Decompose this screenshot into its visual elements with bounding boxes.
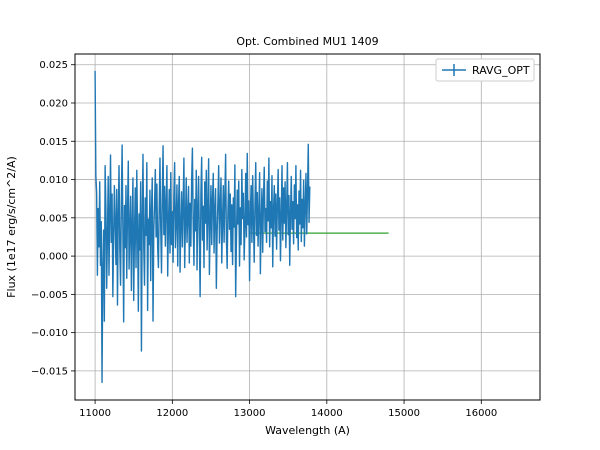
spectrum-line [94,70,311,384]
x-tick-label: 14000 [311,408,343,419]
y-tick-label: 0.005 [39,213,68,224]
y-tick-label: −0.015 [31,366,68,377]
plot-data [94,70,389,384]
y-tick-label: 0.015 [39,137,68,148]
y-tick-label: 0.025 [39,60,68,71]
y-tick-label: 0.000 [39,252,68,263]
x-tick-label: 15000 [388,408,420,419]
x-axis-label: Wavelength (A) [265,424,350,437]
y-tick-label: −0.005 [31,290,68,301]
y-axis-label: Flux (1e17 erg/s/cm^2/A) [5,156,18,298]
x-tick-label: 12000 [156,408,188,419]
axes-frame [74,53,541,401]
x-tick-label: 13000 [234,408,266,419]
legend-box [435,58,535,82]
y-tick-label: 0.010 [39,175,68,186]
x-tick-label: 16000 [465,408,497,419]
legend-label: RAVG_OPT [472,64,530,77]
x-axis: 11000 12000 13000 14000 15000 16000 [79,400,497,419]
y-axis: −0.015 −0.010 −0.005 0.000 0.005 0.010 0.015 0.… [31,60,75,377]
legend: RAVG_OPT [435,58,535,82]
x-tick-label: 11000 [79,408,111,419]
chart-title: Opt. Combined MU1 1409 [236,35,378,48]
y-tick-label: 0.020 [39,98,68,109]
y-tick-label: −0.010 [31,328,68,339]
